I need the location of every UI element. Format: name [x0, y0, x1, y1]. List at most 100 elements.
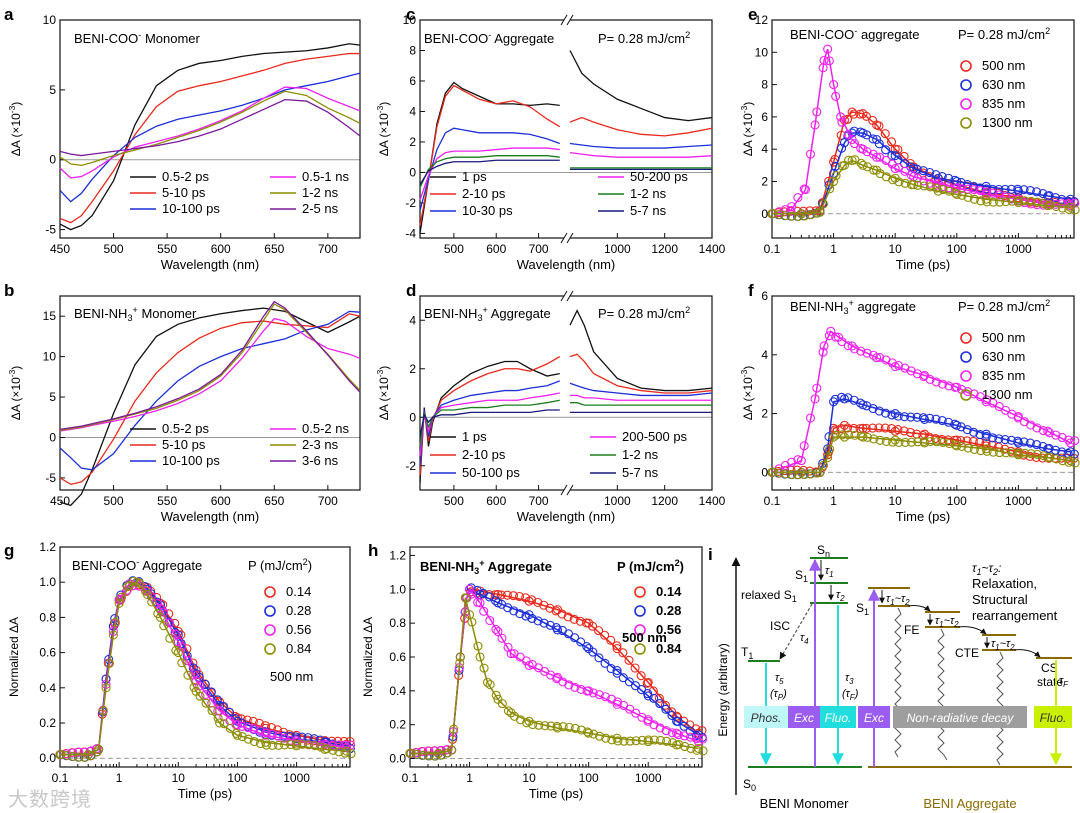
legend-label-0.5-2 ns: 0.5-2 ns: [302, 421, 349, 436]
label-tau12-FE: τ1~τ2: [935, 615, 959, 629]
data-point-0.84: [455, 658, 465, 668]
data-point-1300 nm: [925, 182, 935, 192]
legend-label-500 nm: 500 nm: [982, 330, 1025, 345]
data-point-0.84: [643, 737, 653, 747]
legend-title: P (mJ/cm2): [248, 557, 312, 573]
markers-1300 nm: [767, 155, 1080, 221]
data-point-0.56: [342, 743, 352, 753]
data-point-0.56: [155, 604, 166, 614]
label-tau5: τ5: [775, 672, 784, 686]
data-point-0.56: [68, 748, 78, 758]
data-point-0.28: [600, 658, 610, 668]
data-point-630 nm: [1065, 447, 1075, 457]
monomer-label: BENI Monomer: [760, 796, 850, 811]
data-point-0.84: [612, 733, 622, 743]
legend-label-0.14: 0.14: [286, 584, 311, 599]
x-tick-label: 550: [157, 242, 177, 256]
legend-label-630 nm: 630 nm: [982, 77, 1025, 92]
axis-break-gap-bottom: [564, 235, 570, 241]
data-point-630 nm: [839, 394, 849, 404]
data-point-0.84: [447, 745, 457, 755]
data-point-0.84: [74, 752, 84, 762]
y-tick-label: 0.2: [39, 716, 56, 730]
y-tick-label: -4: [405, 226, 416, 240]
data-point-1300 nm: [1026, 449, 1036, 459]
legend-label-5-7 ns: 5-7 ns: [622, 465, 659, 480]
data-point-630 nm: [890, 151, 900, 161]
data-point-0.84: [340, 748, 350, 758]
data-point-0.14: [524, 596, 534, 606]
data-point-630 nm: [858, 400, 868, 410]
data-point-0.84: [582, 727, 593, 737]
axis-break-mark: [560, 290, 568, 302]
panel-title: BENI-COO- Aggregate: [424, 30, 554, 46]
data-point-0.84: [552, 723, 563, 733]
data-point-1300 nm: [1001, 197, 1011, 207]
data-point-500 nm: [830, 425, 840, 435]
data-point-0.84: [449, 724, 459, 734]
data-point-835 nm: [952, 382, 962, 392]
data-point-630 nm: [1038, 189, 1048, 199]
data-point-630 nm: [1025, 438, 1035, 448]
data-point-0.14: [594, 626, 604, 636]
legend-label-1-2 ns: 1-2 ns: [630, 186, 667, 201]
y-axis-label: Normalized ΔA: [361, 617, 375, 697]
data-point-630 nm: [830, 394, 840, 404]
data-point-1300 nm: [796, 209, 806, 219]
markers-0.84: [405, 593, 708, 761]
legend-label-1 ps: 1 ps: [462, 169, 487, 184]
data-point-1300 nm: [847, 155, 857, 166]
data-point-0.28: [570, 633, 580, 643]
data-point-0.14: [552, 605, 563, 615]
panel-title: BENI-COO- Aggregate: [72, 557, 202, 573]
data-point-1300 nm: [1007, 448, 1017, 458]
nonrad-decay-S1: [894, 607, 902, 758]
legend-label-0.14: 0.14: [656, 584, 682, 599]
y-tick-label: 6: [409, 74, 416, 88]
data-point-0.14: [260, 721, 270, 731]
data-point-1300 nm: [900, 178, 910, 188]
legend: P (mJ/cm2) 0.14 0.28 0.56 0.84: [248, 557, 312, 656]
data-point-0.28: [545, 620, 555, 630]
data-point-1300 nm: [906, 437, 917, 447]
box-fluo-monomer-label: Fluo.: [825, 711, 852, 725]
markers-500 nm: [767, 420, 1079, 477]
legend-line2: Relaxation,: [972, 576, 1037, 591]
legend-marker-835 nm: [960, 98, 972, 110]
data-point-835 nm: [1057, 432, 1067, 443]
data-point-500 nm: [899, 426, 909, 436]
data-point-0.56: [506, 649, 516, 659]
label-T1: T1: [741, 645, 753, 661]
markers-1300 nm: [767, 430, 1080, 480]
data-point-0.28: [584, 643, 594, 654]
label-CS: CS: [1041, 661, 1058, 675]
y-tick-label: 0: [409, 165, 416, 179]
x-tick-label: 10: [889, 494, 903, 508]
data-point-0.84: [292, 741, 302, 751]
data-point-835 nm: [872, 353, 882, 363]
data-point-630 nm: [837, 143, 847, 153]
data-point-0.14: [618, 648, 628, 658]
data-point-1300 nm: [1020, 196, 1030, 206]
data-point-1300 nm: [944, 186, 954, 196]
data-point-630 nm: [920, 414, 930, 425]
x-tick-label: 0.1: [52, 771, 69, 785]
data-point-835 nm: [1057, 199, 1067, 209]
data-point-1300 nm: [1032, 449, 1042, 460]
data-point-1300 nm: [1026, 196, 1036, 206]
data-point-0.84: [460, 593, 470, 603]
data-point-630 nm: [868, 134, 878, 144]
data-point-0.84: [625, 736, 635, 746]
box-exc-aggregate-label: Exc: [864, 711, 884, 725]
data-point-0.84: [183, 670, 193, 680]
data-point-0.28: [552, 625, 563, 635]
data-point-0.84: [534, 720, 544, 730]
legend-label-2-10 ps: 2-10 ps: [462, 447, 506, 462]
data-point-835 nm: [831, 91, 841, 101]
legend-label-500 nm: 500 nm: [982, 58, 1025, 73]
data-point-0.56: [261, 730, 271, 740]
series-line-0.5-2 ns: [59, 317, 361, 432]
data-point-0.84: [225, 723, 235, 733]
data-point-835 nm: [796, 456, 806, 466]
